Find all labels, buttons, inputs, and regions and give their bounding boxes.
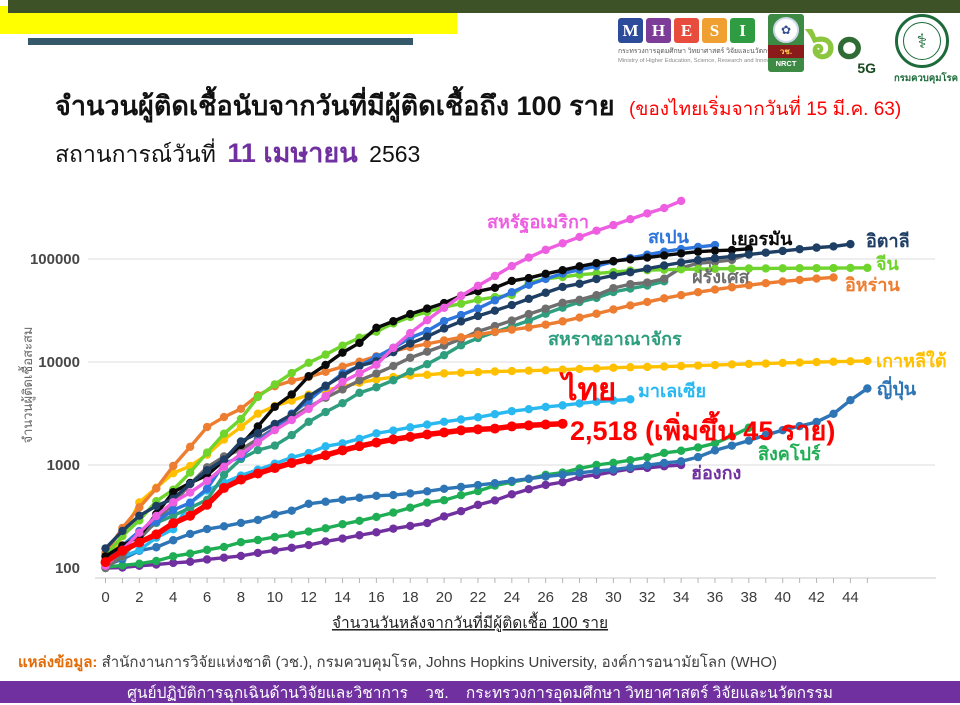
title-main: จำนวนผู้ติดเชื้อนับจากวันที่มีผู้ติดเชื้… bbox=[55, 91, 615, 121]
svg-text:1000: 1000 bbox=[47, 457, 80, 474]
svg-text:มาเลเซีย: มาเลเซีย bbox=[638, 381, 706, 401]
mhesi-letter-tiles: M H E S I bbox=[618, 18, 778, 43]
status-date: 11 เมษายน bbox=[227, 138, 358, 168]
thai-numeral-six: ๖ bbox=[806, 16, 836, 68]
footer-text: ศูนย์ปฏิบัติการฉุกเฉินด้านวิจัยและวิชากา… bbox=[127, 684, 833, 702]
svg-text:32: 32 bbox=[639, 589, 656, 606]
svg-text:44: 44 bbox=[842, 589, 859, 606]
slate-accent-bar bbox=[28, 38, 413, 45]
svg-text:เกาหลีใต้: เกาหลีใต้ bbox=[876, 350, 947, 371]
svg-text:สหราชอาณาจักร: สหราชอาณาจักร bbox=[548, 329, 682, 349]
svg-text:34: 34 bbox=[673, 589, 690, 606]
mhesi-tile-e: E bbox=[674, 18, 699, 43]
svg-text:36: 36 bbox=[707, 589, 724, 606]
title-note: (ของไทยเริ่มจากวันที่ 15 มี.ค. 63) bbox=[629, 99, 902, 120]
svg-text:14: 14 bbox=[334, 589, 351, 606]
thai-numeral-zero: ๐ bbox=[835, 16, 864, 68]
svg-text:26: 26 bbox=[537, 589, 554, 606]
svg-text:8: 8 bbox=[237, 589, 245, 606]
svg-text:0: 0 bbox=[101, 589, 109, 606]
status-year: 2563 bbox=[369, 141, 421, 167]
svg-text:42: 42 bbox=[808, 589, 825, 606]
svg-text:ไทย: ไทย bbox=[559, 371, 616, 407]
svg-text:10000: 10000 bbox=[38, 354, 80, 371]
status-line: สถานการณ์วันที่ 11 เมษายน 2563 bbox=[55, 131, 420, 174]
source-line: แหล่งข้อมูล: สำนักงานการวิจัยแห่งชาติ (ว… bbox=[18, 650, 777, 674]
svg-text:สหรัฐอเมริกา: สหรัฐอเมริกา bbox=[487, 212, 589, 234]
svg-text:จีน: จีน bbox=[876, 254, 900, 274]
source-prefix: แหล่งข้อมูล: bbox=[18, 654, 98, 671]
caduceus-icon: ⚕ bbox=[903, 22, 941, 60]
svg-text:ฮ่องกง: ฮ่องกง bbox=[691, 463, 741, 483]
mhesi-logo: M H E S I กระทรวงการอุดมศึกษา วิทยาศาสตร… bbox=[618, 18, 783, 64]
ddc-logo: ⚕ กรมควบคุมโรค bbox=[894, 14, 959, 86]
svg-text:12: 12 bbox=[300, 589, 317, 606]
footer-bar: ศูนย์ปฏิบัติการฉุกเฉินด้านวิจัยและวิชากา… bbox=[0, 681, 960, 703]
source-text: สำนักงานการวิจัยแห่งชาติ (วช.), กรมควบคุ… bbox=[101, 654, 778, 671]
mhesi-caption-thai: กระทรวงการอุดมศึกษา วิทยาศาสตร์ วิจัยและ… bbox=[618, 48, 779, 55]
svg-text:อิตาลี: อิตาลี bbox=[866, 231, 910, 251]
svg-text:38: 38 bbox=[740, 589, 757, 606]
fiveg-label: 5G bbox=[857, 60, 876, 76]
green-top-bar bbox=[8, 0, 960, 13]
svg-text:24: 24 bbox=[503, 589, 520, 606]
svg-text:40: 40 bbox=[774, 589, 791, 606]
svg-text:ญี่ปุ่น: ญี่ปุ่น bbox=[877, 376, 917, 401]
mhesi-caption-english: Ministry of Higher Education, Science, R… bbox=[618, 58, 783, 64]
svg-text:20: 20 bbox=[436, 589, 453, 606]
nrct-emblem-icon: ✿ bbox=[773, 17, 799, 43]
nrct-60th-5g-logo: ๖๐ 5G bbox=[806, 16, 876, 76]
svg-text:2,518 (เพิ่มขึ้น 45 ราย): 2,518 (เพิ่มขึ้น 45 ราย) bbox=[570, 410, 835, 446]
svg-text:4: 4 bbox=[169, 589, 177, 606]
svg-text:10: 10 bbox=[266, 589, 283, 606]
page-title: จำนวนผู้ติดเชื้อนับจากวันที่มีผู้ติดเชื้… bbox=[55, 84, 901, 127]
svg-text:เยอรมัน: เยอรมัน bbox=[731, 229, 793, 249]
mhesi-tile-m: M bbox=[618, 18, 643, 43]
nrct-thai-abbr: วช. bbox=[768, 45, 804, 58]
svg-text:2: 2 bbox=[135, 589, 143, 606]
nrct-logo: ✿ วช. NRCT bbox=[768, 14, 804, 72]
svg-text:ฝรั่งเศส: ฝรั่งเศส bbox=[692, 264, 751, 287]
svg-text:6: 6 bbox=[203, 589, 211, 606]
svg-text:22: 22 bbox=[470, 589, 487, 606]
svg-text:สิงคโปร์: สิงคโปร์ bbox=[758, 443, 821, 464]
ddc-caption: กรมควบคุมโรค bbox=[894, 73, 959, 84]
moph-seal-icon: ⚕ bbox=[895, 14, 949, 68]
mhesi-tile-i: I bbox=[730, 18, 755, 43]
svg-text:อิหร่าน: อิหร่าน bbox=[845, 275, 901, 295]
svg-text:28: 28 bbox=[571, 589, 588, 606]
svg-text:30: 30 bbox=[605, 589, 622, 606]
svg-text:100: 100 bbox=[55, 560, 80, 577]
svg-text:18: 18 bbox=[402, 589, 419, 606]
svg-text:100000: 100000 bbox=[30, 251, 80, 268]
svg-text:จำนวนวันหลังจากวันที่มีผู้ติดเ: จำนวนวันหลังจากวันที่มีผู้ติดเชื้อ 100 ร… bbox=[332, 611, 608, 633]
status-prefix: สถานการณ์วันที่ bbox=[55, 141, 216, 167]
svg-text:16: 16 bbox=[368, 589, 385, 606]
nrct-english-abbr: NRCT bbox=[775, 59, 797, 68]
svg-text:จำนวนผู้ติดเชื้อสะสม: จำนวนผู้ติดเชื้อสะสม bbox=[18, 327, 36, 444]
mhesi-tile-s: S bbox=[702, 18, 727, 43]
mhesi-tile-h: H bbox=[646, 18, 671, 43]
svg-text:สเปน: สเปน bbox=[648, 227, 690, 247]
